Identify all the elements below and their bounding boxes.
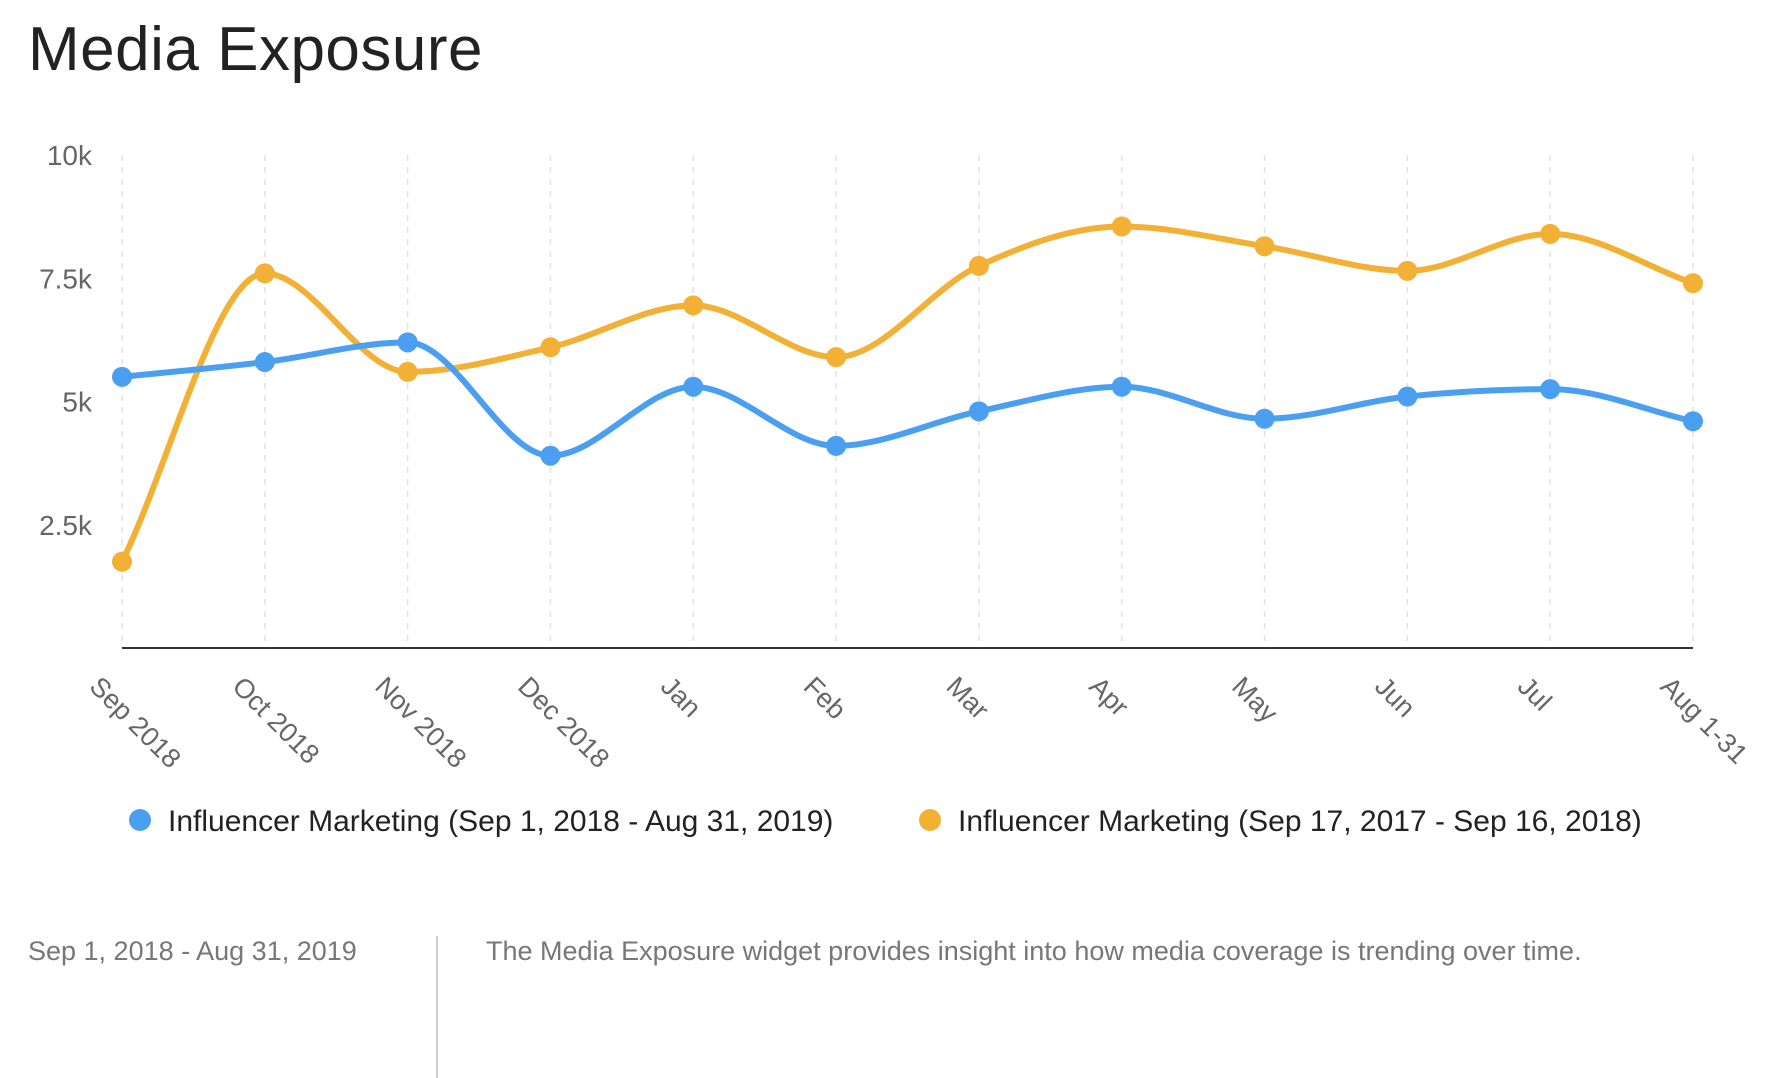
data-point[interactable] (397, 361, 418, 382)
data-point[interactable] (1111, 216, 1132, 237)
x-tick-label: Oct 2018 (227, 671, 326, 770)
data-point[interactable] (683, 295, 704, 316)
legend-item[interactable]: Influencer Marketing (Sep 17, 2017 - Sep… (919, 805, 1642, 838)
data-point[interactable] (1397, 386, 1418, 407)
y-tick-label: 7.5k (39, 263, 93, 294)
data-point[interactable] (540, 445, 561, 466)
data-point[interactable] (1254, 408, 1275, 429)
x-tick-label: Aug 1-31 (1655, 671, 1754, 770)
series-1 (112, 332, 1703, 466)
grid-lines (121, 155, 1694, 648)
x-tick-label: May (1226, 671, 1284, 729)
data-point[interactable] (254, 263, 275, 284)
x-axis-ticks: Sep 2018 Oct 2018 Nov 2018 Dec 2018 Jan Feb Ma… (84, 671, 1754, 774)
data-point[interactable] (254, 352, 275, 373)
y-tick-label: 5k (62, 387, 93, 418)
legend-label: Influencer Marketing (Sep 17, 2017 - Sep… (958, 805, 1642, 838)
data-point[interactable] (112, 366, 132, 387)
x-tick-label: Sep 2018 (84, 671, 187, 774)
x-tick-label: Feb (798, 671, 852, 725)
legend-marker (919, 809, 941, 831)
y-tick-label: 10k (47, 140, 93, 171)
data-point[interactable] (826, 435, 847, 456)
data-point[interactable] (112, 551, 132, 572)
widget-description: The Media Exposure widget provides insig… (486, 936, 1582, 966)
x-tick-label: Jul (1512, 671, 1558, 717)
y-axis-ticks: 2.5k 5k 7.5k 10k (39, 140, 93, 541)
x-tick-label: Mar (941, 671, 995, 725)
x-tick-label: Jun (1369, 671, 1421, 723)
data-point[interactable] (1254, 236, 1275, 257)
data-point[interactable] (1540, 379, 1561, 400)
data-point[interactable] (540, 337, 561, 358)
legend-item[interactable]: Influencer Marketing (Sep 1, 2018 - Aug … (129, 805, 833, 838)
data-point[interactable] (397, 332, 418, 353)
series-2 (112, 216, 1703, 572)
y-tick-label: 2.5k (39, 510, 93, 541)
data-point[interactable] (1397, 260, 1418, 281)
x-tick-label: Dec 2018 (512, 671, 615, 774)
footer-divider (436, 936, 438, 1078)
legend: Influencer Marketing (Sep 1, 2018 - Aug … (129, 805, 1642, 838)
series-layer (112, 216, 1703, 572)
data-point[interactable] (1111, 376, 1132, 397)
data-point[interactable] (1683, 273, 1703, 294)
data-point[interactable] (968, 401, 989, 422)
line-chart: 2.5k 5k 7.5k 10k Sep 2018 Oct 2018 Nov 2018 De… (39, 140, 1754, 838)
data-point[interactable] (968, 255, 989, 276)
page-title: Media Exposure (28, 15, 484, 84)
x-tick-label: Nov 2018 (369, 671, 472, 774)
x-tick-label: Jan (655, 671, 707, 723)
date-range-label: Sep 1, 2018 - Aug 31, 2019 (28, 936, 357, 966)
legend-marker (129, 809, 151, 831)
data-point[interactable] (1683, 411, 1703, 432)
x-tick-label: Apr (1083, 671, 1134, 722)
series-line (119, 339, 1696, 459)
data-point[interactable] (826, 347, 847, 368)
data-point[interactable] (1540, 223, 1561, 244)
legend-label: Influencer Marketing (Sep 1, 2018 - Aug … (168, 805, 833, 838)
data-point[interactable] (683, 376, 704, 397)
